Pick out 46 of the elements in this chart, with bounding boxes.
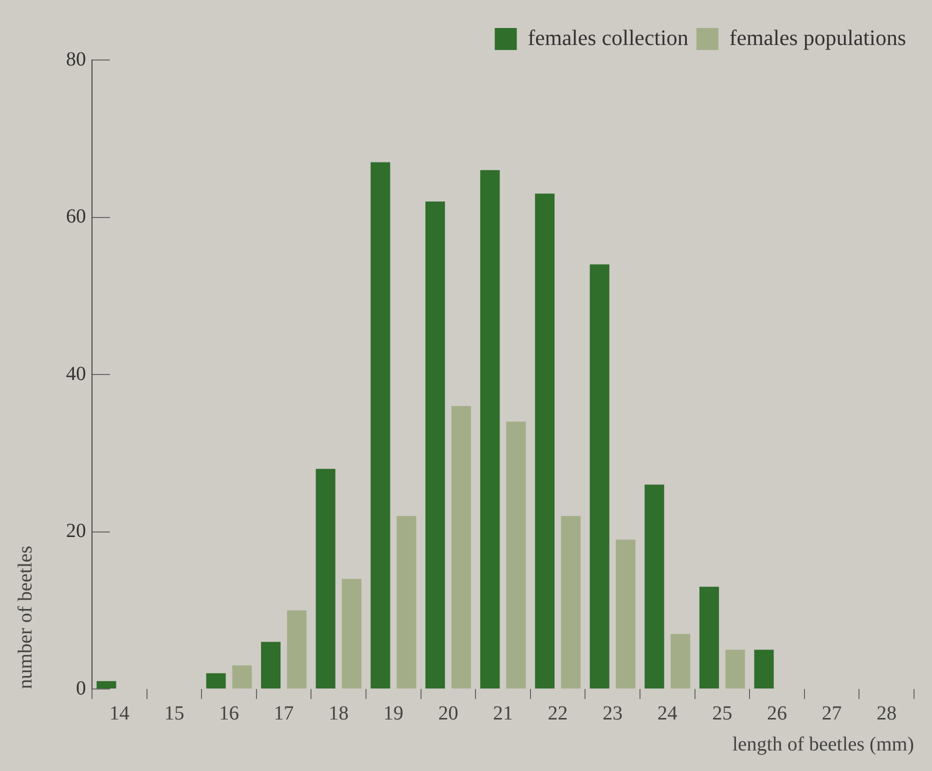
x-tick-label: 27 <box>822 702 842 724</box>
bar <box>425 202 445 688</box>
x-tick-label: 19 <box>383 702 404 724</box>
bar <box>261 642 281 688</box>
y-tick-label: 0 <box>76 677 86 700</box>
bar <box>480 170 500 688</box>
x-tick-label: 22 <box>548 702 568 724</box>
x-tick-label: 23 <box>602 702 623 724</box>
bar <box>754 650 774 688</box>
x-tick-label: 16 <box>219 702 239 724</box>
legend-label: females collection <box>528 24 688 50</box>
bar <box>396 516 416 688</box>
x-tick-label: 26 <box>767 702 787 724</box>
x-tick-label: 24 <box>657 702 678 724</box>
legend-label: females populations <box>729 24 906 50</box>
y-tick-label: 80 <box>66 48 86 70</box>
bar <box>644 484 664 688</box>
x-tick-label: 21 <box>493 702 513 724</box>
x-tick-label: 17 <box>274 702 294 724</box>
bar <box>725 650 745 688</box>
bar <box>616 540 636 688</box>
bar <box>670 634 690 688</box>
bar <box>232 665 252 688</box>
y-axis-title: number of beetles <box>14 546 36 689</box>
bar <box>535 194 555 688</box>
x-tick-label: 20 <box>438 702 458 724</box>
bar <box>590 264 610 688</box>
bar <box>206 673 226 688</box>
bar <box>287 610 307 688</box>
x-tick-label: 28 <box>876 702 897 724</box>
x-axis-title: length of beetles (mm) <box>732 733 914 756</box>
x-tick-label: 18 <box>328 702 349 724</box>
bar <box>370 162 390 688</box>
y-tick-label: 20 <box>66 520 86 542</box>
y-tick-label: 60 <box>66 206 86 228</box>
x-tick-label: 14 <box>109 702 130 724</box>
y-tick-label: 40 <box>66 362 86 385</box>
bar <box>561 516 581 688</box>
bar <box>342 578 362 688</box>
x-tick-label: 15 <box>164 702 184 724</box>
x-tick-label: 25 <box>712 702 732 724</box>
bar <box>699 586 719 688</box>
bar <box>451 406 471 688</box>
bar <box>506 422 526 688</box>
bar <box>96 681 116 688</box>
bar <box>316 468 336 688</box>
